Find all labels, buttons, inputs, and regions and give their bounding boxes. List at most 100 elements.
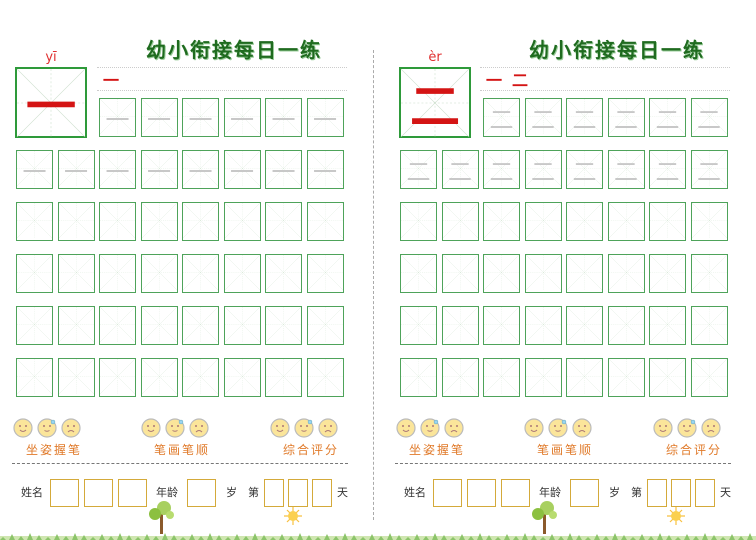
name-input-box[interactable] bbox=[467, 479, 496, 507]
trace-box[interactable]: 一 bbox=[140, 150, 178, 189]
writing-box[interactable] bbox=[306, 358, 344, 397]
writing-box[interactable] bbox=[566, 358, 603, 397]
trace-box[interactable]: 二 bbox=[524, 98, 562, 137]
writing-box[interactable] bbox=[607, 306, 645, 345]
writing-box[interactable] bbox=[99, 306, 136, 345]
writing-box[interactable] bbox=[483, 306, 520, 345]
writing-box[interactable] bbox=[223, 202, 261, 241]
neutral-face-icon[interactable] bbox=[420, 418, 440, 442]
trace-box[interactable]: 一 bbox=[223, 98, 261, 137]
smile-face-icon[interactable] bbox=[141, 418, 161, 442]
neutral-face-icon[interactable] bbox=[37, 418, 57, 442]
name-input-box[interactable] bbox=[501, 479, 530, 507]
writing-box[interactable] bbox=[265, 358, 302, 397]
neutral-face-icon[interactable] bbox=[548, 418, 568, 442]
writing-box[interactable] bbox=[400, 202, 437, 241]
day-input-box[interactable] bbox=[312, 479, 332, 507]
trace-box[interactable]: 二 bbox=[524, 150, 562, 189]
writing-box[interactable] bbox=[607, 254, 645, 293]
writing-box[interactable] bbox=[566, 306, 603, 345]
writing-box[interactable] bbox=[99, 358, 136, 397]
writing-box[interactable] bbox=[16, 202, 53, 241]
smile-face-icon[interactable] bbox=[13, 418, 33, 442]
trace-box[interactable]: 一 bbox=[140, 98, 178, 137]
writing-box[interactable] bbox=[265, 254, 302, 293]
writing-box[interactable] bbox=[265, 306, 302, 345]
smile-face-icon[interactable] bbox=[653, 418, 673, 442]
trace-box[interactable]: 二 bbox=[400, 150, 437, 189]
writing-box[interactable] bbox=[441, 306, 479, 345]
sad-face-icon[interactable] bbox=[318, 418, 338, 442]
age-input-box[interactable] bbox=[187, 479, 216, 507]
writing-box[interactable] bbox=[690, 202, 728, 241]
sad-face-icon[interactable] bbox=[61, 418, 81, 442]
trace-box[interactable]: 二 bbox=[607, 150, 645, 189]
neutral-face-icon[interactable] bbox=[165, 418, 185, 442]
writing-box[interactable] bbox=[306, 306, 344, 345]
trace-box[interactable]: 一 bbox=[57, 150, 95, 189]
trace-box[interactable]: 二 bbox=[649, 98, 686, 137]
name-input-box[interactable] bbox=[118, 479, 147, 507]
writing-box[interactable] bbox=[57, 358, 95, 397]
trace-box[interactable]: 一 bbox=[265, 150, 302, 189]
writing-box[interactable] bbox=[223, 306, 261, 345]
trace-box[interactable]: 二 bbox=[566, 98, 603, 137]
writing-box[interactable] bbox=[649, 306, 686, 345]
writing-box[interactable] bbox=[400, 358, 437, 397]
writing-box[interactable] bbox=[524, 202, 562, 241]
writing-box[interactable] bbox=[306, 254, 344, 293]
writing-box[interactable] bbox=[441, 202, 479, 241]
writing-box[interactable] bbox=[607, 202, 645, 241]
writing-box[interactable] bbox=[690, 254, 728, 293]
trace-box[interactable]: 二 bbox=[607, 98, 645, 137]
writing-box[interactable] bbox=[483, 254, 520, 293]
trace-box[interactable]: 二 bbox=[690, 150, 728, 189]
writing-box[interactable] bbox=[223, 358, 261, 397]
writing-box[interactable] bbox=[57, 254, 95, 293]
writing-box[interactable] bbox=[483, 202, 520, 241]
writing-box[interactable] bbox=[607, 358, 645, 397]
writing-box[interactable] bbox=[483, 358, 520, 397]
trace-box[interactable]: 一 bbox=[306, 98, 344, 137]
writing-box[interactable] bbox=[441, 254, 479, 293]
neutral-face-icon[interactable] bbox=[294, 418, 314, 442]
writing-box[interactable] bbox=[99, 202, 136, 241]
writing-box[interactable] bbox=[140, 254, 178, 293]
writing-box[interactable] bbox=[140, 306, 178, 345]
writing-box[interactable] bbox=[182, 358, 219, 397]
day-input-box[interactable] bbox=[288, 479, 308, 507]
writing-box[interactable] bbox=[57, 202, 95, 241]
writing-box[interactable] bbox=[182, 254, 219, 293]
sad-face-icon[interactable] bbox=[701, 418, 721, 442]
day-input-box[interactable] bbox=[647, 479, 667, 507]
writing-box[interactable] bbox=[16, 306, 53, 345]
trace-box[interactable]: 一 bbox=[265, 98, 302, 137]
smile-face-icon[interactable] bbox=[396, 418, 416, 442]
trace-box[interactable]: 二 bbox=[690, 98, 728, 137]
writing-box[interactable] bbox=[566, 254, 603, 293]
writing-box[interactable] bbox=[99, 254, 136, 293]
trace-box[interactable]: 二 bbox=[566, 150, 603, 189]
writing-box[interactable] bbox=[182, 202, 219, 241]
writing-box[interactable] bbox=[649, 202, 686, 241]
writing-box[interactable] bbox=[306, 202, 344, 241]
writing-box[interactable] bbox=[400, 306, 437, 345]
sad-face-icon[interactable] bbox=[572, 418, 592, 442]
trace-box[interactable]: 一 bbox=[182, 150, 219, 189]
writing-box[interactable] bbox=[57, 306, 95, 345]
writing-box[interactable] bbox=[182, 306, 219, 345]
writing-box[interactable] bbox=[140, 358, 178, 397]
writing-box[interactable] bbox=[16, 254, 53, 293]
sad-face-icon[interactable] bbox=[189, 418, 209, 442]
trace-box[interactable]: 一 bbox=[306, 150, 344, 189]
writing-box[interactable] bbox=[524, 254, 562, 293]
trace-box[interactable]: 一 bbox=[99, 98, 136, 137]
writing-box[interactable] bbox=[524, 306, 562, 345]
day-input-box[interactable] bbox=[264, 479, 284, 507]
trace-box[interactable]: 一 bbox=[182, 98, 219, 137]
trace-box[interactable]: 一 bbox=[223, 150, 261, 189]
age-input-box[interactable] bbox=[570, 479, 599, 507]
writing-box[interactable] bbox=[16, 358, 53, 397]
trace-box[interactable]: 二 bbox=[483, 98, 520, 137]
neutral-face-icon[interactable] bbox=[677, 418, 697, 442]
